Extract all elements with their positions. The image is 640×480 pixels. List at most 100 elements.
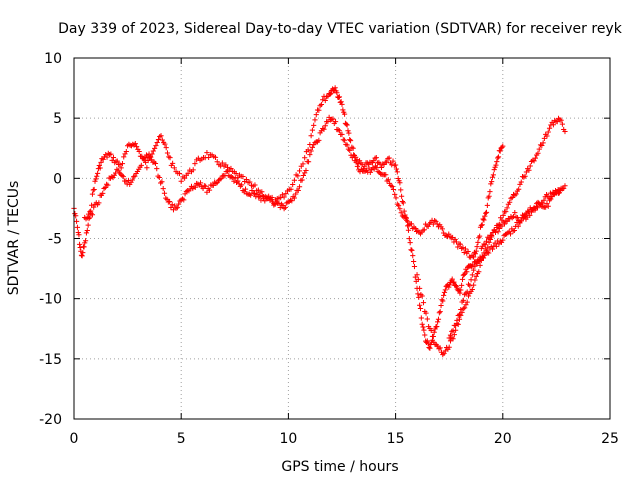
- data-point: [419, 293, 425, 299]
- data-point: [327, 91, 333, 98]
- y-tick-label: 10: [44, 51, 62, 67]
- data-point: [374, 165, 380, 171]
- data-point: [372, 155, 378, 161]
- data-point: [460, 306, 466, 312]
- data-point: [293, 191, 299, 197]
- data-point: [105, 182, 111, 188]
- data-point: [435, 319, 441, 325]
- data-point: [462, 305, 468, 311]
- data-point: [417, 302, 423, 308]
- y-tick-label: 5: [53, 111, 62, 127]
- data-point: [489, 179, 495, 185]
- data-point: [276, 200, 282, 206]
- data-point: [416, 294, 422, 300]
- y-tick-label: -10: [39, 292, 62, 308]
- data-point: [144, 165, 150, 171]
- data-point: [354, 163, 361, 169]
- data-point: [97, 165, 103, 171]
- data-point: [383, 172, 389, 178]
- data-point: [347, 136, 353, 143]
- data-point: [87, 214, 93, 220]
- data-point: [101, 185, 107, 192]
- data-point: [460, 297, 466, 303]
- data-point: [499, 144, 505, 150]
- data-point: [543, 204, 549, 210]
- data-point: [308, 133, 314, 139]
- data-point: [249, 187, 255, 194]
- data-point: [300, 172, 307, 179]
- data-point: [390, 186, 397, 193]
- data-point: [74, 224, 81, 230]
- data-point: [414, 228, 420, 235]
- data-point: [345, 128, 351, 134]
- data-point: [555, 190, 562, 196]
- data-point: [528, 158, 535, 165]
- data-point: [119, 161, 126, 167]
- data-point: [489, 246, 496, 252]
- data-point: [163, 195, 169, 201]
- data-point: [548, 196, 554, 202]
- data-point: [434, 221, 440, 227]
- data-point: [120, 173, 126, 180]
- data-point: [451, 279, 457, 285]
- data-point: [494, 224, 500, 231]
- data-point: [497, 148, 503, 154]
- data-point: [281, 194, 287, 200]
- data-point: [153, 142, 159, 149]
- data-point: [343, 121, 349, 127]
- data-point: [96, 162, 102, 169]
- data-point: [405, 227, 412, 233]
- data-point: [420, 324, 426, 330]
- y-tick-label: -15: [39, 352, 62, 368]
- data-point: [437, 309, 443, 315]
- data-point: [385, 156, 391, 162]
- data-point: [493, 243, 499, 249]
- data-point: [336, 94, 343, 100]
- data-point: [309, 127, 316, 133]
- data-point: [517, 181, 523, 188]
- data-point: [477, 254, 483, 260]
- data-point: [322, 97, 328, 104]
- data-point: [483, 210, 489, 216]
- data-point: [457, 290, 463, 296]
- data-point: [490, 229, 496, 236]
- data-point: [85, 211, 92, 217]
- data-point: [96, 200, 102, 206]
- data-point: [212, 154, 219, 161]
- data-point: [427, 345, 433, 351]
- data-point: [311, 122, 317, 128]
- data-point: [255, 187, 261, 193]
- data-point: [406, 236, 412, 242]
- data-point: [362, 163, 368, 169]
- data-point: [483, 248, 490, 254]
- data-point: [341, 111, 348, 117]
- data-point: [389, 183, 395, 190]
- data-point: [85, 222, 91, 228]
- data-point: [98, 159, 104, 165]
- data-point: [486, 193, 492, 199]
- data-point: [203, 183, 209, 189]
- data-point: [282, 204, 288, 210]
- data-point: [425, 341, 431, 347]
- data-point: [296, 184, 303, 190]
- data-point: [336, 128, 343, 134]
- data-point: [536, 146, 542, 152]
- data-point: [167, 198, 173, 205]
- data-point: [349, 155, 355, 161]
- data-point: [312, 117, 318, 123]
- data-point: [317, 103, 323, 109]
- data-point: [495, 155, 501, 161]
- data-point: [105, 150, 111, 156]
- data-point: [316, 137, 322, 143]
- data-point: [82, 238, 89, 244]
- data-point: [150, 148, 156, 154]
- data-point: [233, 170, 239, 177]
- data-point: [154, 139, 160, 146]
- data-point: [91, 204, 97, 210]
- data-point: [118, 165, 124, 171]
- data-point: [228, 165, 234, 172]
- data-point: [422, 332, 428, 338]
- data-point: [544, 133, 550, 139]
- data-point: [460, 245, 466, 251]
- data-point: [185, 170, 191, 176]
